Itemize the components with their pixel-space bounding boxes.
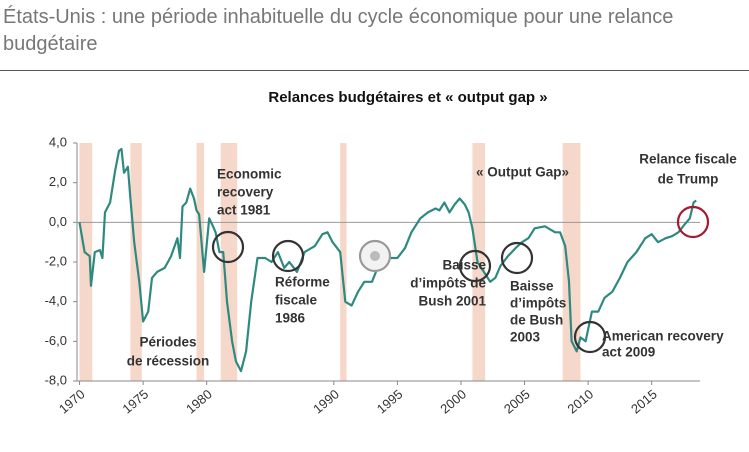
annotation: Bush 2001 <box>418 294 486 309</box>
annotation: recovery <box>217 185 274 200</box>
y-tick-label: -6,0 <box>45 333 67 348</box>
y-tick-label: -8,0 <box>45 372 67 387</box>
annotation: d’impôts de <box>410 276 486 291</box>
annotation: fiscale <box>275 293 318 308</box>
highlight-circle <box>500 241 534 275</box>
y-tick-label: 0,0 <box>49 214 67 229</box>
x-tick-label: 1980 <box>183 386 215 416</box>
highlight-circle <box>573 320 607 354</box>
y-tick-label: 4,0 <box>49 134 67 149</box>
output-gap-line <box>78 147 697 373</box>
annotation: d’impôts <box>510 296 566 311</box>
x-tick-label: 2015 <box>628 386 660 416</box>
highlight-circle <box>458 249 492 283</box>
annotation: de Bush <box>510 313 563 328</box>
annotation: act 2009 <box>602 345 655 360</box>
recession-band <box>340 143 347 381</box>
x-tick-label: 1995 <box>374 386 406 416</box>
annotation: American recovery <box>602 329 724 344</box>
y-tick-label: 2,0 <box>49 174 67 189</box>
x-tick-label: 1990 <box>310 386 342 416</box>
x-tick-label: 2005 <box>501 386 533 416</box>
x-tick-label: 2000 <box>437 386 469 416</box>
highlight-circle <box>211 230 245 264</box>
x-tick-label: 1975 <box>119 386 151 416</box>
annotation: « Output Gap» <box>476 165 569 180</box>
annotation: 2003 <box>510 330 541 345</box>
annotation: Périodes <box>139 335 196 350</box>
highlight-dot <box>370 251 380 261</box>
annotation: Baisse <box>510 279 554 294</box>
header-rule <box>0 70 749 71</box>
x-tick-label: 2010 <box>564 386 596 416</box>
chart-title: Relances budgétaires et « output gap » <box>268 89 547 106</box>
y-tick-label: -2,0 <box>45 253 67 268</box>
recession-band <box>79 143 93 381</box>
annotation: 1986 <box>275 311 306 326</box>
annotation: de récession <box>127 354 210 369</box>
x-tick-label: 1970 <box>56 386 88 416</box>
recession-band <box>562 143 581 381</box>
y-tick-label: -4,0 <box>45 293 67 308</box>
recession-band <box>196 143 205 381</box>
highlight-circle <box>271 239 305 273</box>
annotation: Economic <box>217 167 282 182</box>
highlight-circle <box>676 205 710 239</box>
annotation: Relance fiscale <box>639 152 737 167</box>
annotation: act 1981 <box>217 203 271 218</box>
annotation: de Trump <box>658 172 719 187</box>
annotation: Réforme <box>275 275 330 290</box>
annotation: Baisse <box>442 258 486 273</box>
page-title: États-Unis : une période inhabituelle du… <box>3 6 674 55</box>
